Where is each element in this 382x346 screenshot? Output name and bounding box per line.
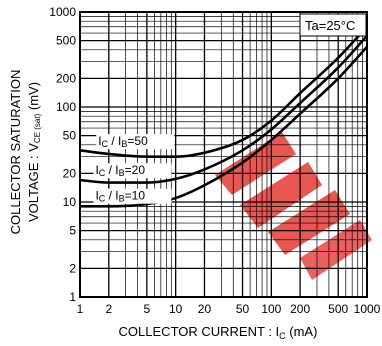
x-tick-label: 1000 [354,302,381,316]
x-tick-label: 50 [236,302,250,316]
curve-label-1: IC / IB=20 [95,163,145,178]
y-axis-label-line2: VOLTAGE : VCE (sat) (mV) [26,82,42,222]
curve-label-bg [93,163,172,179]
plot-frame [79,11,368,298]
y-tick-label: 200 [56,71,76,85]
x-axis-label: COLLECTOR CURRENT : IC (mA) [119,324,318,341]
x-tick-label: 5 [144,302,151,316]
condition-box: Ta=25°C [299,13,367,37]
curve-label-bg [93,188,172,204]
y-tick-label: 2 [69,261,76,275]
x-tick-label: 2 [105,302,112,316]
series-line-1 [79,35,368,184]
y-axis-label-line1: COLLECTOR SATURATION [8,70,23,235]
x-axis-ticks: 1 2 5 10 20 50 100 200 500 1000 [77,302,381,316]
plot-border [79,11,368,298]
y-axis-label: COLLECTOR SATURATION VOLTAGE : VCE (sat)… [8,70,42,235]
x-tick-label: 20 [198,302,212,316]
y-tick-label: 5 [69,224,76,238]
chart-curves [79,25,368,208]
x-tick-label: 100 [261,302,281,316]
y-tick-label: 500 [56,34,76,48]
y-axis-ticks: 1 2 5 10 20 50 100 200 500 1000 [49,5,76,304]
x-tick-label: 1 [77,302,84,316]
condition-label: Ta=25°C [305,18,355,33]
curve-label-bg [96,134,175,150]
y-tick-label: 100 [56,100,76,114]
curve-label-2: IC / IB=10 [95,189,145,204]
curve-label-0: IC / IB=50 [98,134,148,149]
x-tick-label: 500 [328,302,348,316]
y-tick-label: 10 [63,195,77,209]
curve-labels: IC / IB=50 IC / IB=20 IC / IB=10 [93,134,175,204]
y-tick-label: 50 [63,129,77,143]
chart-grid [80,12,367,297]
x-tick-label: 200 [290,302,310,316]
series-line-2 [80,45,368,208]
y-tick-label: 1 [69,290,76,304]
series-line-0 [79,25,368,158]
y-tick-label: 1000 [49,5,76,19]
y-tick-label: 20 [63,166,77,180]
x-tick-label: 10 [169,302,183,316]
